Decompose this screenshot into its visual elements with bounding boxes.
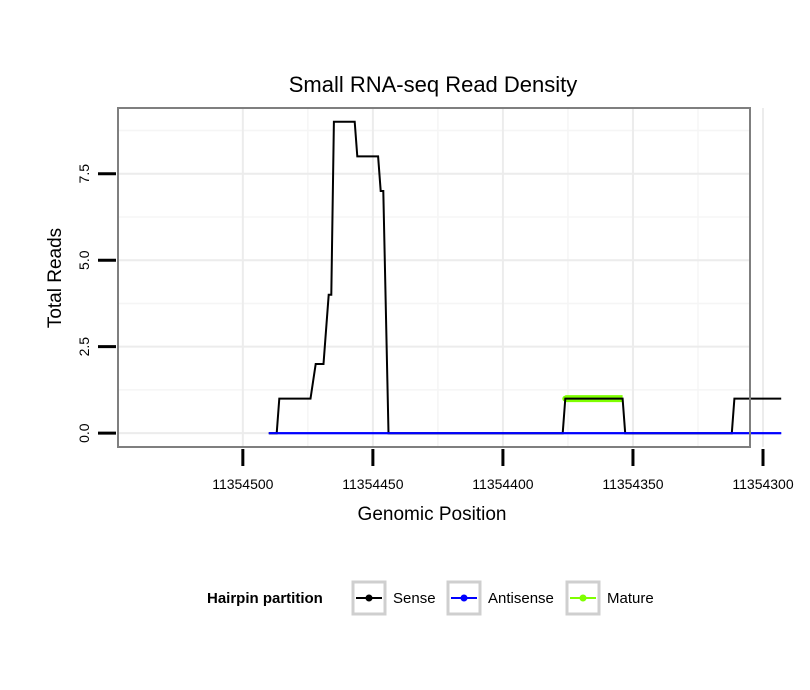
panel-background (118, 108, 750, 447)
panel-border (117, 107, 751, 448)
x-axis-title: Genomic Position (358, 504, 507, 525)
legend-label-antisense: Antisense (488, 590, 554, 607)
plot-panel (117, 107, 782, 448)
legend-key-point (460, 594, 468, 602)
y-axis: 0.0 2.5 5.0 7.5 (76, 164, 116, 443)
y-tick-label: 0.0 (76, 423, 92, 443)
x-tick-label: 11354450 (342, 476, 403, 492)
x-axis: 11354500 11354450 11354400 11354350 11354300 (212, 449, 794, 492)
y-axis-title: Total Reads (45, 228, 66, 328)
legend-key-point (365, 594, 373, 602)
x-tick-label: 11354300 (732, 476, 793, 492)
chart-title: Small RNA-seq Read Density (289, 72, 578, 97)
y-tick-label: 5.0 (76, 250, 92, 270)
legend-label-sense: Sense (393, 590, 436, 607)
x-tick-label: 11354400 (472, 476, 533, 492)
legend-label-mature: Mature (607, 590, 654, 607)
x-tick-label: 11354500 (212, 476, 273, 492)
series-line-sense (268, 120, 782, 435)
legend-title: Hairpin partition (207, 590, 323, 607)
y-tick-label: 7.5 (76, 164, 92, 184)
legend: Hairpin partition Sense Antisense Mature (207, 580, 654, 616)
x-tick-label: 11354350 (602, 476, 663, 492)
legend-key-point (579, 594, 587, 602)
y-tick-label: 2.5 (76, 337, 92, 357)
